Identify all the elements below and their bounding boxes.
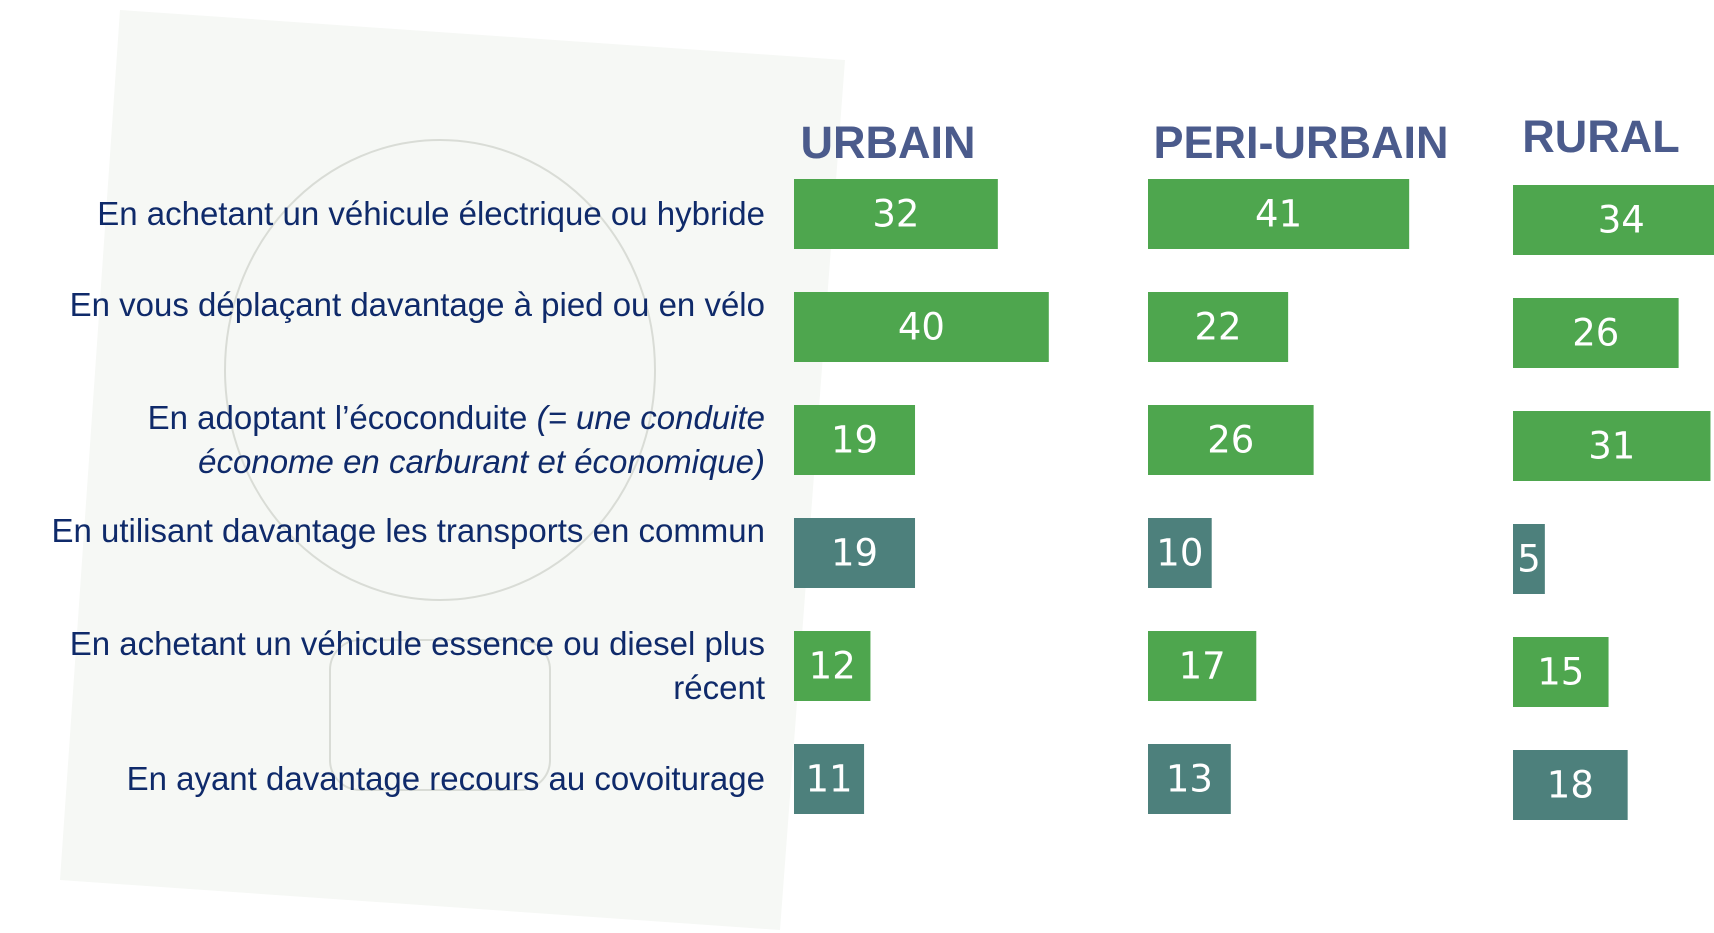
value-label: 18 [1547,764,1594,807]
panel-header: PERI-URBAIN [1153,117,1448,168]
value-label: 34 [1598,199,1645,242]
value-label: 19 [831,532,878,575]
value-label: 12 [809,645,856,688]
value-label: 31 [1588,425,1635,468]
value-label: 13 [1166,758,1213,801]
value-label: 41 [1255,193,1302,236]
value-label: 5 [1517,538,1541,581]
value-label: 26 [1207,419,1254,462]
category-label: En vous déplaçant davantage à pied ou en… [8,283,765,327]
category-label: En adoptant l’écoconduite (= une conduit… [8,396,765,484]
category-label: En ayant davantage recours au covoiturag… [8,757,765,801]
value-label: 26 [1572,312,1619,355]
value-label: 10 [1156,532,1203,575]
value-label: 17 [1179,645,1226,688]
value-label: 15 [1537,651,1584,694]
category-label: En utilisant davantage les transports en… [8,509,765,553]
value-label: 40 [898,306,945,349]
category-label: En achetant un véhicule essence ou diese… [8,622,765,710]
value-label: 11 [805,758,852,801]
panel-header: URBAIN [801,117,976,168]
value-label: 32 [872,193,919,236]
value-label: 19 [831,419,878,462]
category-label: En achetant un véhicule électrique ou hy… [8,192,765,236]
panel-header: RURAL [1522,111,1679,162]
page: URBAIN 32 40 19 19 12 11 PERI-URBAIN 41 22 26 10 17 1… [0,0,1714,933]
value-label: 22 [1195,306,1242,349]
